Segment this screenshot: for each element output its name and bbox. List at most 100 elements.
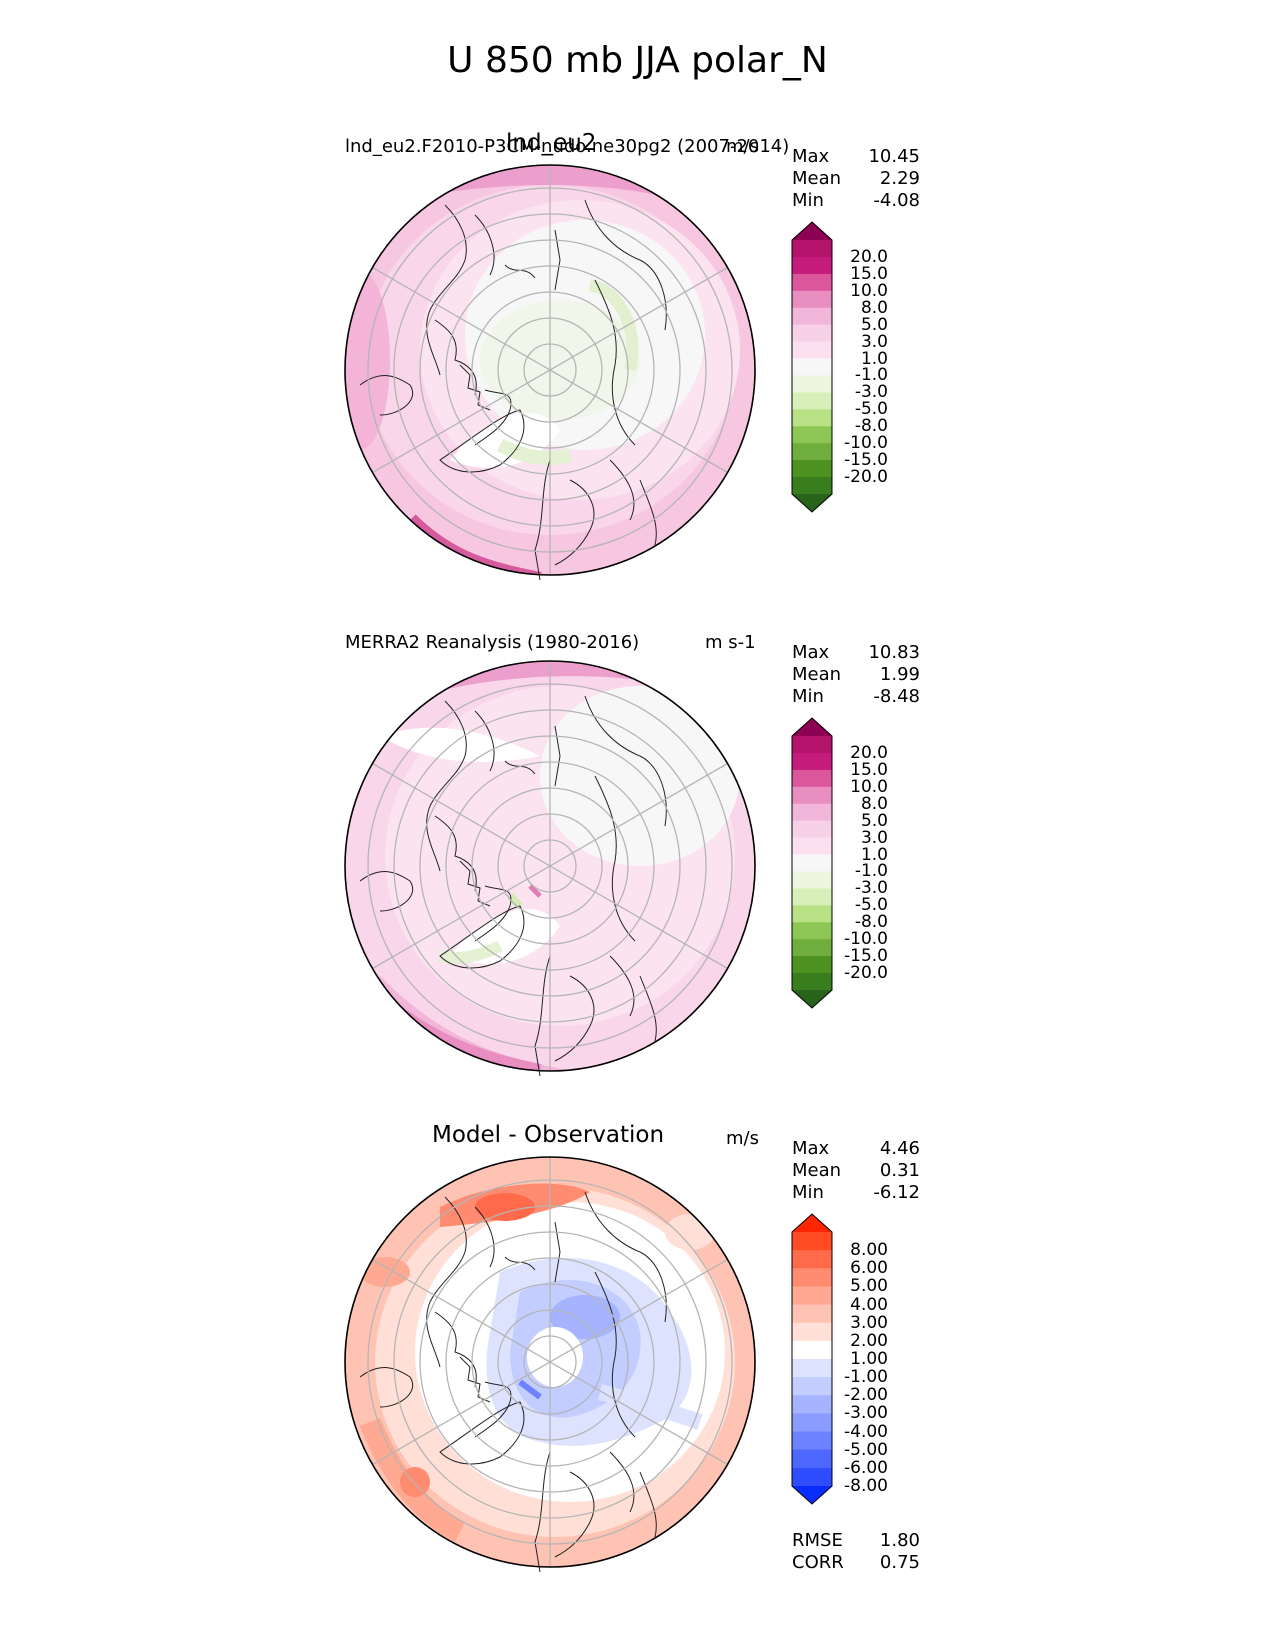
colorbar-extend-bottom: [792, 990, 832, 1008]
colorbar-outline: [791, 1213, 833, 1505]
colorbar-tick-label: -20.0: [844, 963, 888, 984]
colorbar-tick-label: 6.00: [850, 1258, 888, 1279]
colorbar-tick-label: 3.0: [860, 827, 888, 848]
panel1-short-name: lnd_eu2: [506, 130, 597, 156]
stat-label: Min: [792, 686, 824, 707]
colorbar-extend-top: [792, 718, 832, 736]
colorbar-segment: [792, 341, 832, 360]
colorbar-tick-label: 1.00: [850, 1349, 888, 1369]
colorbar-segment: [792, 786, 832, 805]
colorbar-segment: [792, 820, 832, 839]
colorbar-segment: [792, 837, 832, 856]
colorbar-segment: [792, 905, 832, 923]
colorbar-segment: [792, 1340, 832, 1360]
colorbar-tick-label: 4.00: [850, 1294, 888, 1315]
stat-value: 10.83: [868, 642, 920, 663]
colorbar-tick-label: 3.00: [850, 1312, 888, 1333]
colorbar-extend-top: [792, 1214, 832, 1232]
colorbar-tick-label: 1.0: [860, 348, 888, 369]
colorbar-segment: [792, 1413, 832, 1433]
stat-label: Mean: [792, 168, 842, 189]
colorbar-tick-label: -15.0: [844, 450, 888, 471]
colorbar-tick-label: 5.0: [860, 810, 888, 831]
colorbar-segment: [792, 1359, 832, 1378]
stat-value: 2.29: [879, 168, 920, 189]
colorbar-tick-label: 8.0: [860, 297, 888, 318]
colorbar-segment: [792, 1467, 832, 1487]
colorbar-tick-label: -3.0: [854, 878, 888, 899]
stat-value: 10.45: [868, 146, 920, 167]
panel3-case-label: Model - Observation: [432, 1122, 665, 1148]
colorbar-tick-label: -6.00: [844, 1457, 888, 1478]
colorbar-extend-bottom: [792, 1486, 832, 1504]
stat-value: 0.31: [879, 1160, 920, 1181]
stat-value: -8.48: [873, 686, 920, 707]
colorbar-segment: [792, 460, 832, 478]
colorbar-tick-label: 5.00: [850, 1276, 888, 1297]
colorbar-segment: [792, 324, 832, 343]
panel3-polar-map: [344, 1156, 756, 1572]
colorbar-segment: [792, 956, 832, 974]
colorbar-tick-label: 2.00: [850, 1330, 888, 1351]
colorbar-segment: [792, 409, 832, 427]
colorbar-segment: [792, 803, 832, 822]
panel1-case-label: lnd_eu2.F2010-P3CM-nudo.ne30pg2 (2007-20…: [345, 136, 790, 157]
colorbar-tick-label: 8.00: [850, 1240, 888, 1261]
colorbar-segment: [792, 973, 832, 991]
colorbar-tick-label: 5.0: [860, 314, 888, 335]
colorbar-segment: [792, 307, 832, 326]
stat-label: Mean: [792, 664, 842, 685]
graticule: [367, 1157, 733, 1567]
panel2-stats: Max 10.83 Mean 1.99 Min -8.48: [792, 642, 920, 708]
stat-label: CORR: [792, 1552, 844, 1573]
colorbar-segment: [792, 273, 832, 292]
colorbar-tick-label: -4.00: [844, 1421, 888, 1442]
colorbar-tick-label: -5.00: [844, 1439, 888, 1460]
graticule: [367, 661, 733, 1071]
colorbar-segment: [792, 358, 832, 376]
graticule: [367, 165, 733, 575]
stat-value: 1.80: [879, 1530, 920, 1551]
stat-label: Max: [792, 146, 830, 167]
colorbar-tick-label: 20.0: [850, 246, 888, 267]
colorbar-segment: [792, 392, 832, 410]
colorbar-tick-label: -5.0: [854, 895, 888, 916]
colorbar-tick-label: 15.0: [850, 263, 888, 284]
colorbar-tick-label: 20.0: [850, 742, 888, 763]
colorbar-segment: [792, 922, 832, 940]
panel1-polar-map: [344, 164, 756, 580]
colorbar-segment: [792, 1431, 832, 1451]
colorbar-segment: [792, 426, 832, 444]
stat-value: -4.08: [873, 190, 920, 211]
colorbar-tick-label: -8.0: [854, 416, 888, 437]
colorbar-tick-label: -3.00: [844, 1403, 888, 1424]
colorbar-tick-label: 10.0: [850, 280, 888, 301]
colorbar-segment: [792, 240, 832, 258]
colorbar-segment: [792, 1232, 832, 1251]
panel2-units: m s-1: [705, 632, 756, 653]
colorbar-segment: [792, 1304, 832, 1324]
panel3-colorbar: [791, 1213, 833, 1505]
colorbar-tick-label: -2.00: [844, 1385, 888, 1406]
stat-label: RMSE: [792, 1530, 843, 1551]
panel1-stats: Max 10.45 Mean 2.29 Min -4.08: [792, 146, 920, 212]
map-boundary: [344, 660, 756, 1072]
colorbar-extend-bottom: [792, 494, 832, 512]
stat-label: Min: [792, 1182, 824, 1203]
panel2-polar-map: [344, 660, 756, 1076]
colorbar-segment: [792, 375, 832, 393]
stat-label: Max: [792, 1138, 830, 1159]
colorbar-tick-label: -10.0: [844, 929, 888, 950]
colorbar-outline: [791, 717, 833, 1009]
colorbar-segment: [792, 1268, 832, 1287]
colorbar-tick-label: -5.0: [854, 399, 888, 420]
panel1-units: m/s: [726, 136, 759, 157]
panel2-case-label: MERRA2 Reanalysis (1980-2016): [345, 632, 640, 653]
colorbar-segment: [792, 1449, 832, 1469]
stat-value: 1.99: [879, 664, 920, 685]
stat-value: -6.12: [873, 1182, 920, 1203]
colorbar-segment: [792, 477, 832, 495]
colorbar-tick-label: -15.0: [844, 946, 888, 967]
colorbar-segment: [792, 443, 832, 461]
panel2-colorbar: [791, 717, 833, 1009]
